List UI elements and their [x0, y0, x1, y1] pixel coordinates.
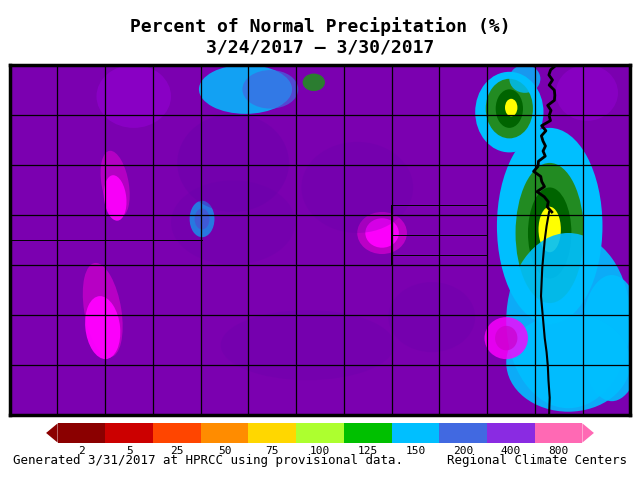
Ellipse shape [243, 70, 298, 108]
Bar [344, 423, 392, 443]
Bar [58, 423, 106, 443]
Ellipse shape [497, 128, 602, 324]
Text: Generated 3/31/2017 at HPRCC using provisional data.: Generated 3/31/2017 at HPRCC using provi… [13, 454, 403, 467]
Ellipse shape [97, 65, 171, 128]
Ellipse shape [301, 142, 413, 233]
Ellipse shape [83, 263, 123, 357]
Bar [392, 423, 439, 443]
Ellipse shape [199, 65, 292, 114]
Text: 2: 2 [78, 446, 85, 456]
Ellipse shape [365, 218, 399, 248]
Ellipse shape [516, 163, 584, 303]
Bar [106, 423, 153, 443]
Ellipse shape [171, 180, 295, 264]
Ellipse shape [357, 212, 407, 254]
Ellipse shape [484, 317, 528, 359]
Text: 800: 800 [548, 446, 569, 456]
Bar [439, 423, 487, 443]
Text: 25: 25 [170, 446, 184, 456]
Ellipse shape [528, 187, 572, 278]
Bar [296, 423, 344, 443]
Ellipse shape [100, 151, 130, 217]
Ellipse shape [580, 275, 640, 401]
Ellipse shape [505, 99, 517, 116]
Ellipse shape [486, 79, 533, 138]
Bar [201, 423, 248, 443]
Text: 125: 125 [358, 446, 378, 456]
Ellipse shape [189, 201, 214, 237]
Ellipse shape [475, 72, 543, 153]
Text: 50: 50 [218, 446, 231, 456]
Ellipse shape [104, 175, 127, 221]
Ellipse shape [538, 207, 561, 252]
Ellipse shape [495, 326, 517, 350]
Bar [248, 423, 296, 443]
Ellipse shape [177, 114, 289, 212]
Bar [487, 423, 534, 443]
Text: 75: 75 [266, 446, 279, 456]
Ellipse shape [506, 233, 630, 408]
Ellipse shape [388, 282, 476, 352]
Text: 400: 400 [500, 446, 521, 456]
Text: 100: 100 [310, 446, 330, 456]
Ellipse shape [556, 65, 618, 121]
Text: Regional Climate Centers: Regional Climate Centers [447, 454, 627, 467]
Ellipse shape [221, 310, 394, 380]
Bar [153, 423, 201, 443]
Text: 3/24/2017 – 3/30/2017: 3/24/2017 – 3/30/2017 [206, 38, 434, 56]
Text: 150: 150 [405, 446, 426, 456]
Ellipse shape [195, 208, 209, 229]
Ellipse shape [506, 313, 630, 412]
Ellipse shape [303, 73, 325, 91]
Ellipse shape [509, 65, 540, 93]
Ellipse shape [85, 296, 120, 359]
Ellipse shape [496, 89, 523, 128]
Bar [534, 423, 582, 443]
Text: 200: 200 [453, 446, 473, 456]
Text: Percent of Normal Precipitation (%): Percent of Normal Precipitation (%) [130, 17, 510, 36]
Text: 5: 5 [126, 446, 132, 456]
